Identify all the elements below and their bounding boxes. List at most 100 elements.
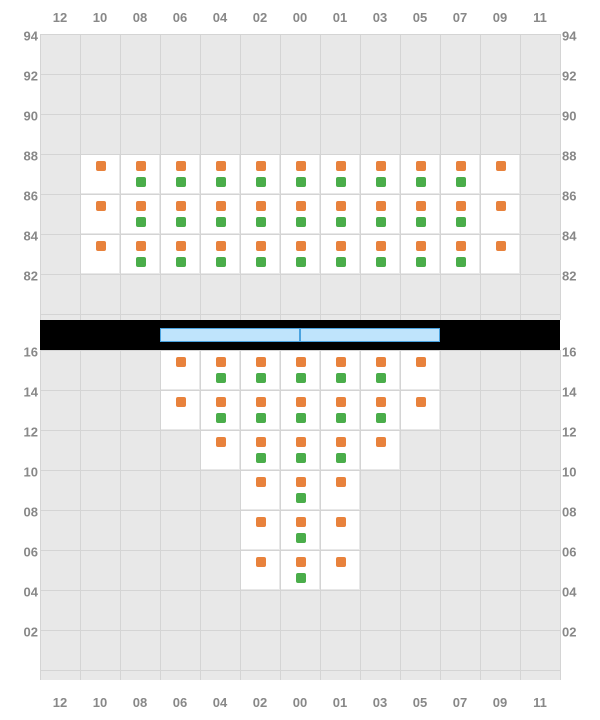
slot-cell[interactable]	[201, 195, 239, 233]
marker-green	[296, 573, 306, 583]
slot-cell[interactable]	[401, 195, 439, 233]
slot-cell[interactable]	[321, 155, 359, 193]
slot-cell[interactable]	[241, 155, 279, 193]
slot-cell[interactable]	[361, 431, 399, 469]
slot-cell[interactable]	[321, 511, 359, 549]
marker-orange	[496, 161, 506, 171]
slot-cell[interactable]	[281, 471, 319, 509]
row-label: 02	[562, 625, 598, 640]
slot-cell[interactable]	[361, 195, 399, 233]
slot-cell[interactable]	[81, 195, 119, 233]
row-label: 90	[2, 109, 38, 124]
col-label: 03	[360, 10, 400, 25]
slot-cell[interactable]	[241, 471, 279, 509]
slot-cell[interactable]	[241, 235, 279, 273]
slot-cell[interactable]	[281, 155, 319, 193]
bottom-grid	[40, 350, 560, 680]
slot-cell[interactable]	[281, 235, 319, 273]
row-label: 10	[562, 465, 598, 480]
slot-cell[interactable]	[201, 351, 239, 389]
marker-orange	[256, 517, 266, 527]
slot-cell[interactable]	[321, 431, 359, 469]
slot-cell[interactable]	[321, 391, 359, 429]
slot-cell[interactable]	[241, 195, 279, 233]
col-label: 02	[240, 10, 280, 25]
marker-orange	[456, 201, 466, 211]
marker-green	[136, 177, 146, 187]
slot-cell[interactable]	[81, 235, 119, 273]
slot-cell[interactable]	[161, 195, 199, 233]
slot-cell[interactable]	[441, 195, 479, 233]
slot-cell[interactable]	[121, 195, 159, 233]
slot-cell[interactable]	[281, 511, 319, 549]
slot-cell[interactable]	[481, 235, 519, 273]
col-label: 07	[440, 695, 480, 710]
slot-cell[interactable]	[321, 471, 359, 509]
row-label: 86	[562, 189, 598, 204]
marker-orange	[216, 397, 226, 407]
top-row-labels-right: 94929088868482	[562, 34, 598, 314]
marker-green	[376, 413, 386, 423]
slot-cell[interactable]	[241, 511, 279, 549]
slot-cell[interactable]	[361, 235, 399, 273]
marker-orange	[96, 161, 106, 171]
slot-cell[interactable]	[321, 195, 359, 233]
marker-green	[336, 453, 346, 463]
slot-cell[interactable]	[441, 155, 479, 193]
slot-cell[interactable]	[241, 551, 279, 589]
slot-cell[interactable]	[361, 351, 399, 389]
marker-orange	[296, 517, 306, 527]
slot-cell[interactable]	[281, 195, 319, 233]
marker-green	[216, 177, 226, 187]
slot-cell[interactable]	[441, 235, 479, 273]
col-label: 00	[280, 695, 320, 710]
slot-cell[interactable]	[241, 431, 279, 469]
slot-cell[interactable]	[281, 551, 319, 589]
slot-cell[interactable]	[121, 235, 159, 273]
slot-cell[interactable]	[401, 351, 439, 389]
slot-cell[interactable]	[161, 391, 199, 429]
slot-cell[interactable]	[281, 431, 319, 469]
slot-cell[interactable]	[201, 431, 239, 469]
slot-cell[interactable]	[361, 391, 399, 429]
slot-cell[interactable]	[201, 235, 239, 273]
slot-cell[interactable]	[321, 235, 359, 273]
marker-orange	[296, 241, 306, 251]
slot-cell[interactable]	[321, 351, 359, 389]
slot-cell[interactable]	[81, 155, 119, 193]
col-label: 04	[200, 10, 240, 25]
slot-cell[interactable]	[401, 235, 439, 273]
marker-green	[296, 217, 306, 227]
slot-cell[interactable]	[201, 155, 239, 193]
marker-orange	[376, 437, 386, 447]
marker-orange	[256, 397, 266, 407]
slot-cell[interactable]	[241, 351, 279, 389]
slot-cell[interactable]	[161, 351, 199, 389]
slot-cell[interactable]	[281, 391, 319, 429]
slot-cell[interactable]	[401, 391, 439, 429]
slot-cell[interactable]	[161, 155, 199, 193]
col-label: 10	[80, 695, 120, 710]
slot-cell[interactable]	[481, 155, 519, 193]
slot-cell[interactable]	[121, 155, 159, 193]
marker-orange	[256, 357, 266, 367]
marker-orange	[216, 161, 226, 171]
slot-cell[interactable]	[361, 155, 399, 193]
col-label: 06	[160, 10, 200, 25]
slot-cell[interactable]	[241, 391, 279, 429]
col-label: 07	[440, 10, 480, 25]
slot-cell[interactable]	[201, 391, 239, 429]
marker-orange	[256, 557, 266, 567]
slot-cell[interactable]	[161, 235, 199, 273]
slot-cell[interactable]	[401, 155, 439, 193]
row-label: 92	[562, 69, 598, 84]
marker-orange	[416, 241, 426, 251]
slot-cell[interactable]	[321, 551, 359, 589]
slot-cell[interactable]	[281, 351, 319, 389]
marker-green	[296, 373, 306, 383]
row-label: 84	[2, 229, 38, 244]
slot-cell[interactable]	[481, 195, 519, 233]
marker-orange	[216, 357, 226, 367]
col-label: 08	[120, 10, 160, 25]
col-label: 00	[280, 10, 320, 25]
